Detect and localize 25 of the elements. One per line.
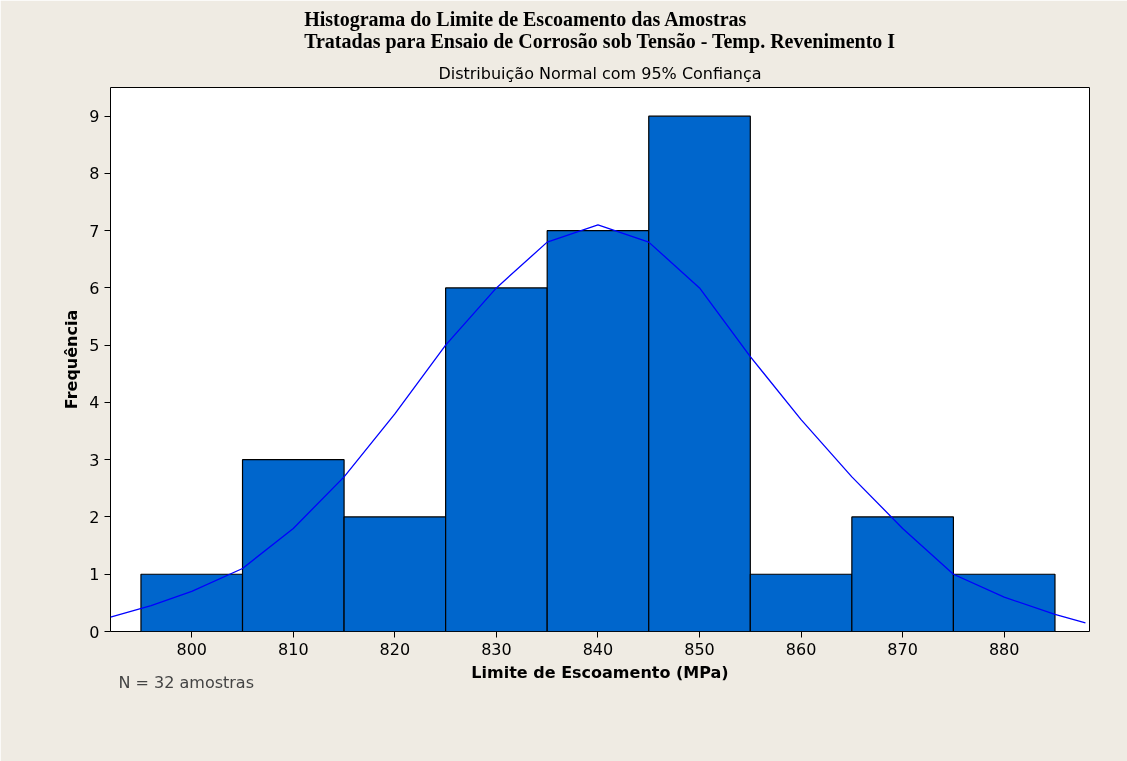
x-tick-label: 820 — [379, 639, 411, 659]
y-tick-label: 2 — [89, 507, 100, 527]
x-tick-label: 840 — [582, 639, 614, 659]
x-tick-label: 870 — [887, 639, 918, 659]
x-axis-title: Limite de Escoamento (MPa) — [471, 662, 729, 682]
line-series — [110, 224, 1087, 624]
text: N = 32 amostras — [118, 672, 254, 692]
y-tick-label: 3 — [89, 450, 100, 470]
y-tick-label: 5 — [89, 336, 100, 356]
y-tick-label: 7 — [89, 221, 100, 241]
y-tick-label: 9 — [89, 107, 100, 127]
x-tick-label: 850 — [684, 639, 715, 659]
chart-subtitle: Distribuição Normal com 95% Confiança — [438, 63, 762, 83]
y-tick-label: 0 — [89, 622, 100, 642]
x-tick-label: 860 — [785, 639, 817, 659]
x-tick-label: 800 — [176, 639, 208, 659]
x-tick-label: 810 — [278, 639, 309, 659]
y-tick-label: 4 — [89, 393, 100, 413]
y-tick-label: 6 — [89, 278, 100, 298]
y-axis-title: Frequência — [62, 309, 82, 410]
x-tick-label: 830 — [481, 639, 512, 659]
y-tick-label: 1 — [89, 565, 100, 585]
x-tick-label: 880 — [988, 639, 1020, 659]
y-tick-label: 8 — [89, 164, 100, 184]
chart-title: Histograma do Limite de Escoamento das Amostras Tratadas para Ensaio de Corrosão sob Tensão - Temp. Revenimento I — [304, 7, 896, 53]
